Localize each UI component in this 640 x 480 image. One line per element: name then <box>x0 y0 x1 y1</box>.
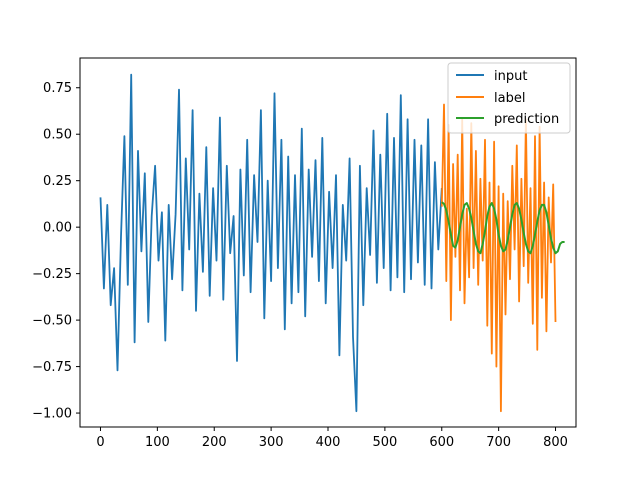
legend-label-prediction: prediction <box>494 112 559 127</box>
y-tick-label: 0.00 <box>43 221 72 236</box>
x-tick-label: 100 <box>145 435 170 450</box>
legend-box <box>447 62 571 134</box>
x-tick-label: 600 <box>429 435 454 450</box>
series-line-label <box>440 103 557 413</box>
x-tick-label: 0 <box>96 435 104 450</box>
series-line-input <box>99 73 443 413</box>
y-tick-label: −0.75 <box>32 360 72 375</box>
y-tick-label: −1.00 <box>32 407 72 422</box>
plot-lines <box>99 73 565 413</box>
y-tick-label: −0.50 <box>32 314 72 329</box>
x-tick-label: 800 <box>543 435 568 450</box>
legend: input label prediction <box>447 62 571 134</box>
x-tick-label: 700 <box>486 435 511 450</box>
legend-label-label: label <box>494 91 525 106</box>
y-tick-label: −0.25 <box>32 267 72 282</box>
plot-frame <box>79 57 577 428</box>
series-line-prediction <box>441 201 565 255</box>
y-tick-label: 0.50 <box>43 128 72 143</box>
y-tick-label: 0.25 <box>43 174 72 189</box>
legend-label-input: input <box>494 69 527 84</box>
y-axis: −1.00 −0.75 −0.50 −0.25 0.00 0.25 0.50 0.75 <box>32 81 80 422</box>
x-tick-label: 200 <box>202 435 227 450</box>
y-tick-label: 0.75 <box>43 81 72 96</box>
x-tick-label: 400 <box>316 435 341 450</box>
x-tick-label: 500 <box>372 435 397 450</box>
x-axis: 0 100 200 300 400 500 600 700 800 <box>96 427 568 450</box>
x-tick-label: 300 <box>259 435 284 450</box>
